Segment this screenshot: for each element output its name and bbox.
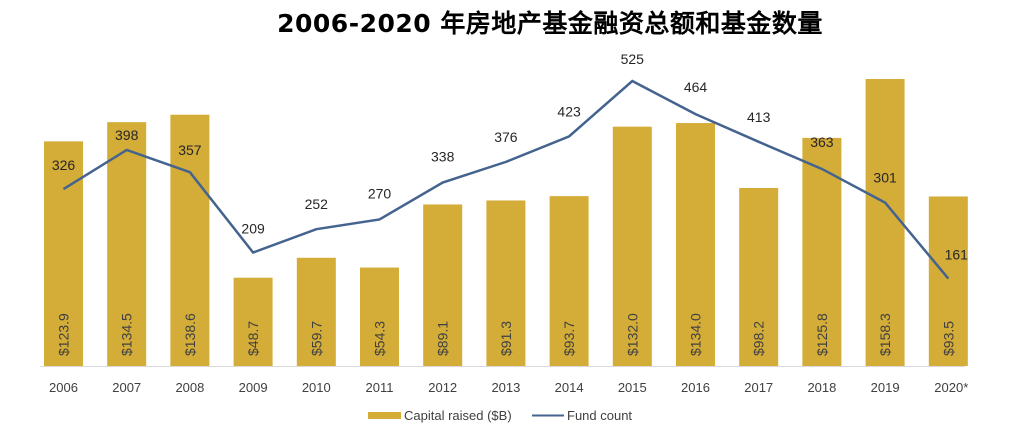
bar-value-label: $93.5 bbox=[940, 321, 956, 356]
bar-value-label: $93.7 bbox=[561, 321, 577, 356]
bar-2010 bbox=[296, 257, 336, 366]
bar-value-label: $138.6 bbox=[182, 313, 198, 356]
bar-value-label: $134.5 bbox=[119, 313, 135, 356]
fund-count-label: 209 bbox=[241, 221, 265, 237]
x-tick-label: 2020* bbox=[934, 380, 968, 395]
bar-2011 bbox=[360, 267, 399, 366]
x-tick-label: 2012 bbox=[428, 380, 457, 395]
line-layer bbox=[62, 79, 950, 280]
fund-count-label: 423 bbox=[557, 103, 581, 119]
x-tick-labels: 2006 2007 2008 2009 2010 2011 2012 2013 2014 2015… bbox=[49, 380, 968, 395]
fund-count-label: 464 bbox=[684, 79, 708, 95]
x-tick-label: 2019 bbox=[871, 380, 900, 395]
fund-count-label: 252 bbox=[305, 196, 329, 212]
fund-count-label: 326 bbox=[52, 157, 76, 173]
x-tick-label: 2018 bbox=[807, 380, 836, 395]
bar-2007 bbox=[107, 122, 147, 366]
fund-count-label: 338 bbox=[431, 149, 455, 165]
bar-value-label: $158.3 bbox=[877, 313, 893, 356]
chart-title: 2006-2020 年房地产基金融资总额和基金数量 bbox=[277, 9, 823, 38]
bar-value-label: $98.2 bbox=[751, 321, 767, 356]
bar-2019 bbox=[865, 79, 905, 366]
legend: Capital raised ($B) Fund count bbox=[368, 408, 632, 423]
x-tick-label: 2015 bbox=[618, 380, 647, 395]
fund-count-label: 270 bbox=[368, 185, 392, 201]
bar-value-label: $134.0 bbox=[688, 313, 704, 356]
fund-count-label: 301 bbox=[873, 170, 897, 186]
x-tick-label: 2010 bbox=[302, 380, 331, 395]
bar-2013 bbox=[486, 200, 526, 366]
bar-value-label: $59.7 bbox=[308, 321, 324, 356]
fund-count-label: 161 bbox=[945, 247, 969, 263]
bar-value-label: $132.0 bbox=[624, 313, 640, 356]
x-tick-label: 2009 bbox=[239, 380, 268, 395]
bar-2017 bbox=[739, 187, 779, 366]
bar-labels-layer: $123.9 $134.5 $138.6 $48.7 $59.7 $54.3 $89.1 $9… bbox=[56, 313, 957, 356]
legend-swatch-capital bbox=[368, 412, 401, 419]
bar-2009 bbox=[233, 277, 273, 366]
bar-2008 bbox=[170, 114, 210, 366]
x-tick-label: 2008 bbox=[175, 380, 204, 395]
x-tick-label: 2011 bbox=[366, 380, 394, 395]
legend-label-fund-count: Fund count bbox=[567, 408, 632, 423]
bar-value-label: $48.7 bbox=[245, 321, 261, 356]
line-labels-layer: 326 398 357 209 252 270 338 376 423 525 464 413 363 3… bbox=[52, 51, 968, 263]
legend-label-capital: Capital raised ($B) bbox=[404, 408, 512, 423]
x-tick-label: 2013 bbox=[491, 380, 520, 395]
fund-count-label: 363 bbox=[810, 134, 834, 150]
bar-2016 bbox=[676, 123, 715, 367]
bar-value-label: $54.3 bbox=[372, 321, 388, 356]
fund-count-label: 376 bbox=[494, 129, 518, 145]
bar-2015 bbox=[612, 126, 652, 366]
fund-count-label: 525 bbox=[621, 51, 645, 67]
bar-value-label: $91.3 bbox=[498, 321, 514, 356]
bar-value-label: $123.9 bbox=[56, 313, 72, 356]
bar-2020* bbox=[928, 196, 968, 366]
bars-layer bbox=[44, 79, 968, 367]
x-tick-label: 2014 bbox=[555, 380, 584, 395]
x-tick-label: 2017 bbox=[744, 380, 773, 395]
bar-2012 bbox=[423, 204, 463, 366]
bar-2006 bbox=[44, 141, 83, 366]
bar-value-label: $125.8 bbox=[814, 313, 830, 356]
fund-count-label: 398 bbox=[115, 127, 139, 143]
bar-value-label: $89.1 bbox=[435, 321, 451, 356]
bar-2014 bbox=[549, 196, 589, 366]
x-tick-label: 2016 bbox=[681, 380, 710, 395]
x-tick-label: 2006 bbox=[49, 380, 78, 395]
fund-count-label: 357 bbox=[178, 142, 202, 158]
x-tick-label: 2007 bbox=[112, 380, 141, 395]
fund-count-label: 413 bbox=[747, 109, 771, 125]
